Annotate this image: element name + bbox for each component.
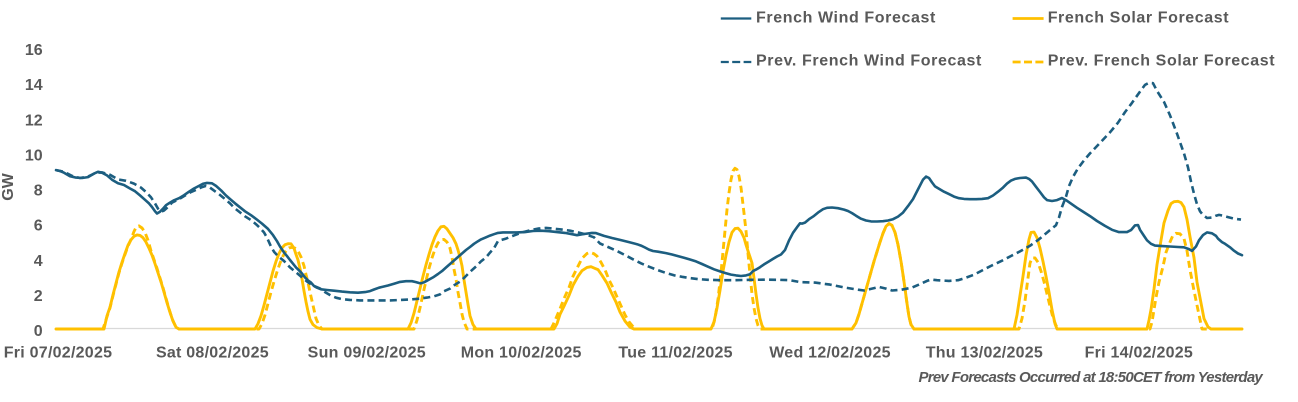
- svg-text:6: 6: [34, 218, 43, 235]
- svg-text:Mon 10/02/2025: Mon 10/02/2025: [461, 345, 582, 362]
- svg-text:Thu 13/02/2025: Thu 13/02/2025: [926, 345, 1043, 362]
- svg-text:French Wind Forecast: French Wind Forecast: [756, 10, 936, 27]
- svg-text:Fri 14/02/2025: Fri 14/02/2025: [1085, 345, 1193, 362]
- svg-text:French Solar Forecast: French Solar Forecast: [1048, 10, 1230, 27]
- svg-text:Tue 11/02/2025: Tue 11/02/2025: [618, 345, 732, 362]
- svg-text:Sat 08/02/2025: Sat 08/02/2025: [156, 345, 269, 362]
- svg-text:0: 0: [34, 323, 43, 340]
- svg-text:16: 16: [25, 42, 43, 59]
- svg-text:Prev Forecasts Occurred at 18:: Prev Forecasts Occurred at 18:50CET from…: [918, 369, 1263, 386]
- svg-text:12: 12: [25, 112, 43, 129]
- svg-text:GW: GW: [0, 172, 17, 200]
- svg-text:8: 8: [34, 183, 43, 200]
- svg-text:Sun 09/02/2025: Sun 09/02/2025: [308, 345, 426, 362]
- svg-text:Prev. French Wind Forecast: Prev. French Wind Forecast: [756, 53, 982, 70]
- svg-text:2: 2: [34, 288, 43, 305]
- svg-text:4: 4: [34, 253, 43, 270]
- svg-text:14: 14: [25, 77, 43, 94]
- svg-text:Wed 12/02/2025: Wed 12/02/2025: [769, 345, 891, 362]
- svg-text:10: 10: [25, 147, 43, 164]
- svg-text:Fri 07/02/2025: Fri 07/02/2025: [4, 345, 112, 362]
- svg-text:Prev. French Solar Forecast: Prev. French Solar Forecast: [1048, 53, 1276, 70]
